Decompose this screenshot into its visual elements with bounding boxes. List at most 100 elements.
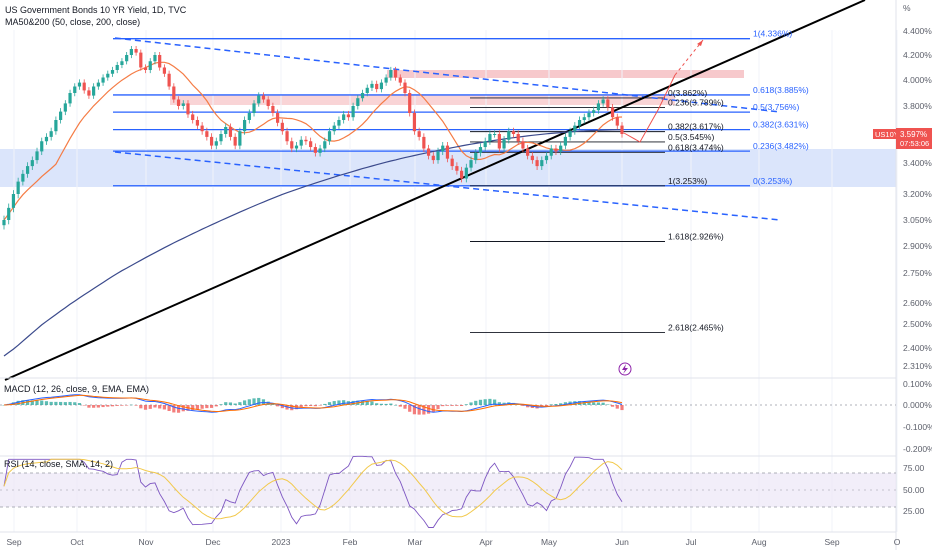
candle-body [238, 131, 242, 146]
candle-body [129, 49, 133, 55]
macd-histogram-bar [214, 405, 218, 407]
candle-body [393, 70, 398, 78]
price-tick-label: 3.050% [903, 215, 932, 225]
fib-label-black: 0(3.862%) [668, 88, 707, 98]
macd-histogram-bar [587, 401, 591, 405]
candle-body [205, 131, 209, 137]
macd-histogram-bar [87, 405, 91, 408]
candle-body [309, 141, 313, 148]
macd-histogram-bar [592, 402, 596, 405]
candle-body [35, 151, 39, 161]
price-axis: 4.400%4.200%4.000%3.800%3.600%3.400%3.20… [903, 26, 932, 371]
macd-histogram-bar [134, 405, 138, 406]
time-tick-label: May [541, 537, 558, 547]
candles [2, 46, 624, 230]
resistance-zone-lower [170, 95, 675, 105]
lightning-glyph [622, 364, 628, 374]
macd-histogram-bar [488, 398, 492, 405]
macd-histogram-bar [115, 405, 119, 406]
time-tick-label: Nov [138, 537, 154, 547]
time-tick-label: Apr [479, 537, 492, 547]
macd-histogram-bar [228, 402, 233, 405]
candle-body [549, 148, 553, 156]
candle-body [375, 83, 379, 90]
candle-body [507, 131, 511, 140]
macd-histogram-bar [304, 405, 308, 407]
resistance-zone-upper [387, 70, 744, 78]
candle-body [25, 166, 30, 174]
candle-body [403, 82, 407, 93]
candle-body [318, 148, 322, 153]
time-tick-label: Mar [408, 537, 423, 547]
macd-histogram-bar [337, 400, 341, 405]
macd-tick-label: 0.100% [903, 379, 932, 389]
macd-histogram-bar [101, 405, 105, 408]
macd-tick-label: 0.000% [903, 400, 932, 410]
macd-histogram-bar [68, 401, 72, 405]
candle-body [426, 148, 431, 156]
candle-body [554, 148, 558, 152]
macd-histogram-bar [125, 405, 129, 406]
channel-upper-dashed [114, 37, 781, 113]
macd-histogram-bar [2, 405, 6, 406]
macd-histogram-bar [224, 402, 228, 405]
candle-body [511, 131, 516, 134]
price-tick-label: 2.400% [903, 343, 932, 353]
arrow-head [697, 40, 703, 46]
macd-histogram-bar [398, 405, 402, 407]
vertical-grid [13, 30, 898, 532]
macd-histogram-bar [469, 402, 473, 405]
candle-body [195, 120, 200, 126]
candle-body [63, 103, 67, 112]
fib-label-blue: 0.5(3.756%) [753, 102, 799, 112]
candle-body [247, 113, 251, 120]
candle-body [526, 148, 530, 156]
axis-unit-label: % [903, 3, 911, 13]
macd-histogram-bar [219, 404, 223, 405]
trendline-black [4, 0, 866, 381]
candle-body [596, 103, 601, 111]
candle-body [620, 125, 624, 134]
macd-histogram-bar [455, 405, 459, 406]
candle-body [16, 181, 20, 194]
macd-histogram-bar [412, 405, 417, 415]
candle-body [337, 120, 341, 126]
candle-body [158, 55, 162, 68]
candle-body [540, 160, 544, 167]
fib-label-blue: 0.236(3.482%) [753, 141, 809, 151]
macd-histogram-bar [351, 400, 355, 405]
candle-body [502, 139, 506, 149]
macd-histogram-bar [313, 405, 317, 407]
macd-histogram-bar [563, 402, 567, 405]
macd-histogram-bar [323, 403, 327, 405]
candle-body [436, 151, 440, 161]
candle-body [323, 141, 327, 149]
candle-body [441, 145, 445, 152]
fib-label-blue: 0.618(3.885%) [753, 85, 809, 95]
time-tick-label: 2023 [272, 537, 291, 547]
macd-histogram-bar [242, 400, 247, 405]
time-tick-label: O [894, 537, 901, 547]
macd-histogram-bar [441, 405, 445, 407]
rsi-indicator-label: RSI (14, close, SMA, 14, 2) [4, 459, 113, 469]
macd-histogram-bar [162, 405, 166, 410]
price-tick-label: 3.800% [903, 101, 932, 111]
candle-body [559, 145, 563, 152]
macd-histogram-bar [172, 405, 176, 413]
rsi-pane [3, 455, 623, 528]
macd-histogram-bar [266, 401, 270, 405]
candle-body [139, 52, 143, 68]
macd-histogram-bar [209, 405, 214, 408]
macd-histogram-bar [238, 402, 242, 405]
candle-body [450, 158, 454, 167]
rsi-axis: 75.00 50.00 25.00 [903, 463, 925, 516]
macd-histogram-bar [205, 405, 209, 409]
time-axis: Sep Oct Nov Dec 2023 Feb Mar Apr May Jun Jul Aug Sep… [6, 537, 900, 547]
candle-body [497, 134, 501, 149]
candle-body [464, 167, 468, 179]
candle-body [54, 120, 58, 132]
macd-histogram-bar [393, 404, 398, 406]
candle-body [346, 114, 350, 118]
macd-histogram-bar [77, 403, 82, 405]
